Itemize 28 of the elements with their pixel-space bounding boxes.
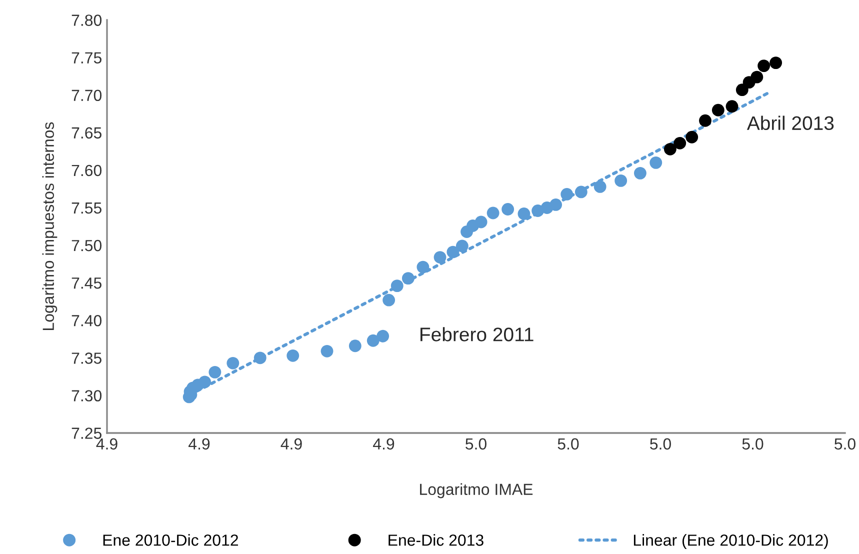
y-tick-label: 7.75	[72, 52, 102, 64]
y-tick-label: 7.65	[72, 127, 102, 139]
legend-label: Ene-Dic 2013	[388, 534, 484, 546]
x-tick-label: 4.9	[280, 438, 302, 450]
legend-label: Linear (Ene 2010-Dic 2012)	[634, 534, 828, 549]
y-tick-label: 7.25	[72, 428, 102, 439]
x-tick-label: 5.0	[650, 438, 671, 450]
x-tick-label: 5.0	[558, 438, 579, 450]
x-tick-label: 5.0	[466, 438, 486, 450]
y-tick-label: 7.55	[72, 202, 102, 214]
x-tick-label: 4.9	[96, 438, 118, 450]
x-axis-title: Logaritmo IMAE	[420, 483, 533, 498]
y-tick-label: 7.45	[72, 278, 102, 289]
y-tick-label: 7.35	[72, 352, 102, 364]
x-tick-label: 5.0	[834, 438, 856, 450]
annotation: Abril 2013	[746, 116, 834, 130]
y-axis-title: Logaritmo impuestos internos	[42, 122, 58, 330]
legend-label: Ene 2010-Dic 2012	[103, 534, 238, 546]
y-tick-label: 7.30	[72, 390, 102, 402]
x-tick-label: 4.9	[373, 438, 394, 450]
y-tick-label: 7.60	[72, 164, 102, 176]
annotation: Febrero 2011	[420, 327, 534, 342]
y-tick-label: 7.70	[72, 90, 102, 102]
y-tick-label: 7.80	[72, 14, 102, 26]
x-tick-label: 4.9	[188, 438, 210, 450]
y-tick-label: 7.40	[72, 315, 102, 326]
y-tick-label: 7.50	[72, 240, 102, 252]
x-tick-label: 5.0	[742, 438, 764, 450]
